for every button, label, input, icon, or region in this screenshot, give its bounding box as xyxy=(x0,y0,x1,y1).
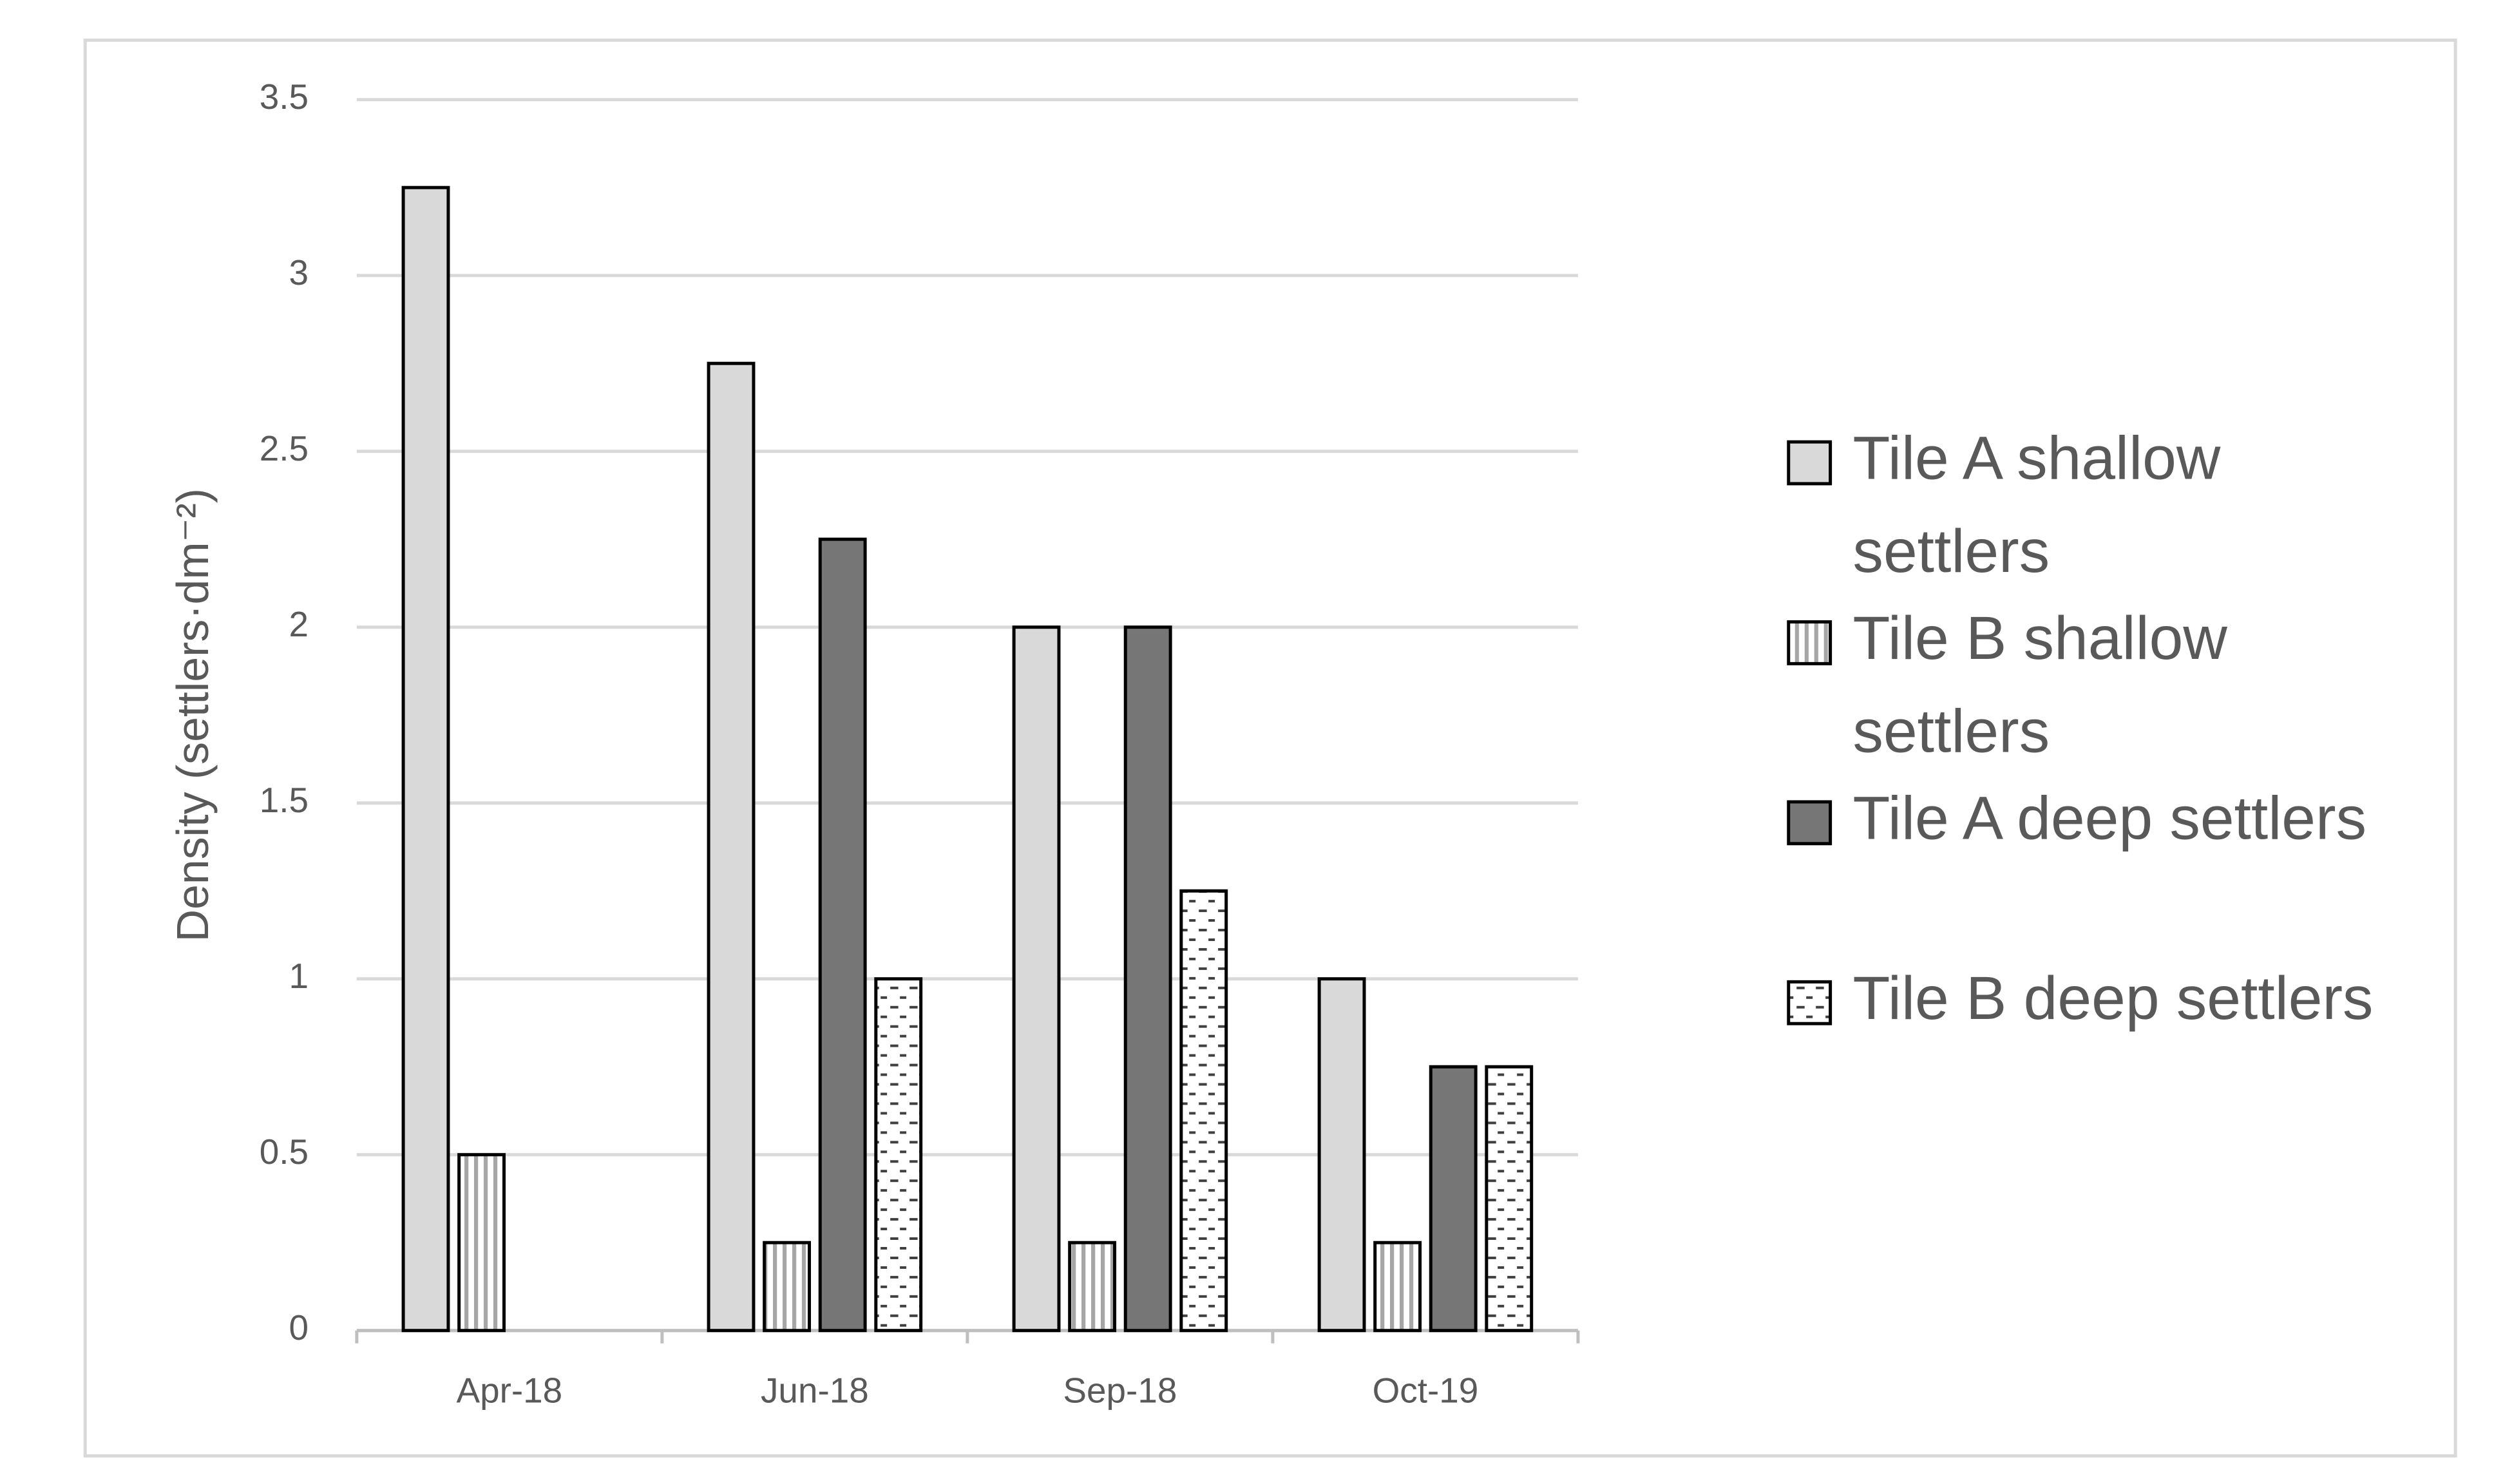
bar xyxy=(763,1241,812,1333)
legend-swatch xyxy=(1787,620,1832,665)
bar xyxy=(707,361,756,1333)
y-tick-label: 3.5 xyxy=(260,77,309,117)
bar xyxy=(818,537,867,1333)
bar xyxy=(1485,1065,1534,1333)
bar xyxy=(1179,889,1228,1333)
x-tick-label: Sep-18 xyxy=(1063,1371,1177,1411)
y-tick-label: 3 xyxy=(289,252,309,292)
legend-label: Tile B shallow settlers xyxy=(1853,604,2228,766)
y-tick-label: 1.5 xyxy=(260,780,309,820)
legend-swatch xyxy=(1787,440,1832,486)
bar xyxy=(1373,1241,1422,1333)
bar xyxy=(1317,977,1366,1333)
bar xyxy=(874,977,923,1333)
legend-label: Tile A shallow settlers xyxy=(1853,424,2221,586)
bar xyxy=(1123,625,1172,1333)
x-tick-label: Jun-18 xyxy=(761,1371,869,1411)
bar xyxy=(457,1153,506,1333)
legend-label: Tile B deep settlers xyxy=(1853,964,2374,1032)
legend-swatch xyxy=(1787,980,1832,1025)
bar xyxy=(1429,1065,1478,1333)
legend-swatch xyxy=(1787,800,1832,846)
x-tick-label: Apr-18 xyxy=(457,1371,563,1411)
bar xyxy=(1012,625,1061,1333)
legend-line: Tile B shallow xyxy=(1853,604,2228,672)
y-axis-label: Density (settlers·dm⁻²) xyxy=(167,488,218,942)
y-tick-label: 0 xyxy=(289,1308,309,1347)
legend-label: Tile A deep settlers xyxy=(1853,784,2366,852)
y-tick-label: 2.5 xyxy=(260,428,309,468)
legend-line: settlers xyxy=(1853,698,2050,766)
x-tick-label: Oct-19 xyxy=(1373,1371,1479,1411)
y-tick-label: 0.5 xyxy=(260,1132,309,1172)
bar xyxy=(1068,1241,1117,1333)
y-tick-label: 1 xyxy=(289,956,309,996)
y-tick-label: 2 xyxy=(289,604,309,644)
legend-line: settlers xyxy=(1853,517,2050,585)
legend-line: Tile A shallow xyxy=(1853,424,2221,493)
bar xyxy=(401,186,450,1333)
